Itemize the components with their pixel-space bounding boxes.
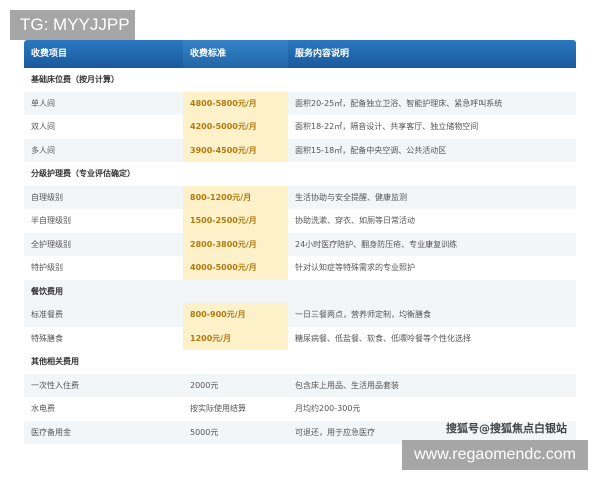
- table-row: 医疗备用金 5000元 可退还，用于应急医疗: [24, 420, 576, 444]
- cell-description: 生活协助与安全提醒、健康监测: [295, 192, 407, 202]
- section-row: 餐饮费用: [24, 279, 576, 303]
- cell-price: 800-900元/月: [183, 303, 288, 327]
- cell-item: 多人间: [31, 145, 55, 155]
- section-row: 分级护理费（专业评估确定）: [31, 169, 135, 178]
- fee-table: 收费项目 收费标准 服务内容说明 基础床位费（按月计算） 单人间 4800-5800…: [24, 40, 576, 444]
- cell-item: 特殊膳食: [31, 333, 63, 343]
- table-row: 自理级别 800-1200元/月 生活协助与安全提醒、健康监测: [24, 185, 576, 209]
- table-row: 双人间 4200-5000元/月 面积18-22㎡，隔音设计、共享客厅、独立储物空间: [24, 115, 576, 139]
- cell-price: 1200元/月: [183, 326, 288, 350]
- table-row: 特殊膳食 1200元/月 糖尿病餐、低盐餐、软食、低嘌呤餐等个性化选择: [24, 326, 576, 350]
- cell-description: 一日三餐两点，营养师定制，均衡膳食: [295, 310, 431, 319]
- table-row: 半自理级别 1500-2500元/月 协助洗漱、穿衣、如厕等日常活动: [24, 209, 576, 233]
- cell-description: 包含床上用品、生活用品套装: [295, 380, 399, 390]
- cell-description: 可退还，用于应急医疗: [295, 427, 375, 437]
- cell-price: 4000-5000元/月: [183, 256, 288, 280]
- table-row: 单人间 4800-5800元/月 面积20-25㎡，配备独立卫浴、智能护理床、紧急呼…: [24, 91, 576, 115]
- watermark-badge: TG: MYYJJPP: [10, 10, 135, 40]
- table-row: 标准餐费 800-900元/月 一日三餐两点，营养师定制，均衡膳食: [24, 303, 576, 327]
- table-header: 收费项目 收费标准 服务内容说明: [24, 40, 576, 68]
- cell-item: 水电费: [31, 404, 55, 413]
- watermark-url: www.regaomendc.com: [402, 440, 588, 470]
- cell-item: 双人间: [31, 122, 55, 131]
- cell-price: 3900-4500元/月: [183, 138, 288, 162]
- cell-description: 24小时医疗陪护、翻身防压疮、专业康复训练: [295, 239, 458, 249]
- table-body: 基础床位费（按月计算） 单人间 4800-5800元/月 面积20-25㎡，配备独立卫…: [24, 68, 576, 444]
- header-item: 收费项目: [31, 49, 68, 59]
- cell-price: 5000元: [190, 427, 219, 437]
- cell-price: 4800-5800元/月: [183, 91, 288, 115]
- cell-price: 2000元: [190, 380, 219, 390]
- cell-item: 特护级别: [31, 263, 63, 272]
- cell-description: 协助洗漱、穿衣、如厕等日常活动: [295, 216, 415, 225]
- cell-description: 面积15-18㎡，配备中央空调、公共活动区: [295, 145, 447, 155]
- cell-price: 2800-3800元/月: [183, 232, 288, 256]
- section-row: 其他相关费用: [31, 357, 79, 366]
- cell-item: 标准餐费: [31, 310, 63, 319]
- cell-item: 半自理级别: [31, 216, 71, 225]
- cell-price: 800-1200元/月: [183, 185, 288, 209]
- cell-item: 全护理级别: [31, 239, 71, 249]
- table-row: 特护级别 4000-5000元/月 针对认知症等特殊需求的专业照护: [24, 256, 576, 280]
- cell-item: 单人间: [31, 98, 55, 108]
- cell-item: 自理级别: [31, 192, 63, 202]
- cell-item: 医疗备用金: [31, 427, 71, 437]
- cell-description: 面积20-25㎡，配备独立卫浴、智能护理床、紧急呼叫系统: [295, 98, 503, 108]
- watermark-source: 搜狐号@搜狐焦点白银站: [446, 422, 567, 435]
- cell-description: 面积18-22㎡，隔音设计、共享客厅、独立储物空间: [295, 122, 479, 131]
- cell-description: 糖尿病餐、低盐餐、软食、低嘌呤餐等个性化选择: [295, 333, 471, 343]
- cell-description: 针对认知症等特殊需求的专业照护: [295, 263, 415, 272]
- table-row: 一次性入住费 2000元 包含床上用品、生活用品套装: [24, 373, 576, 397]
- header-standard: 收费标准: [183, 40, 288, 68]
- section-row: 基础床位费（按月计算）: [31, 75, 119, 84]
- cell-description: 月均约200-300元: [295, 404, 361, 413]
- table-row: 水电费 按实际使用结算 月均约200-300元: [24, 397, 576, 421]
- cell-item: 一次性入住费: [31, 380, 79, 390]
- cell-price: 按实际使用结算: [190, 404, 246, 413]
- table-row: 全护理级别 2800-3800元/月 24小时医疗陪护、翻身防压疮、专业康复训练: [24, 232, 576, 256]
- cell-price: 1500-2500元/月: [183, 209, 288, 233]
- header-description: 服务内容说明: [295, 49, 350, 59]
- cell-price: 4200-5000元/月: [183, 115, 288, 139]
- table-row: 多人间 3900-4500元/月 面积15-18㎡，配备中央空调、公共活动区: [24, 138, 576, 162]
